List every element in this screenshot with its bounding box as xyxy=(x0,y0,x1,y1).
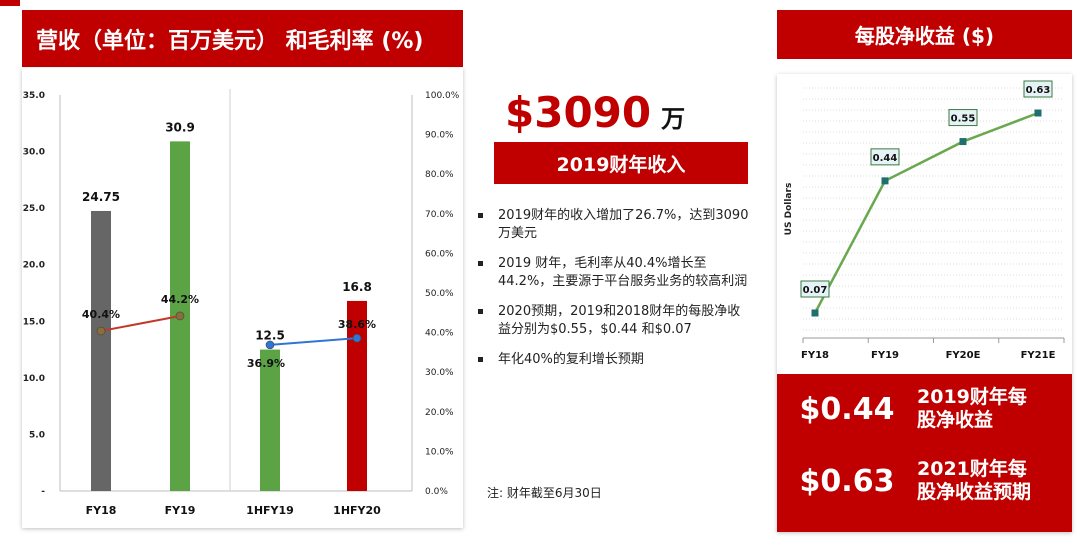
bar-value-label: 16.8 xyxy=(342,280,372,294)
y-tick-label: 25.0 xyxy=(23,204,45,214)
eps-line-chart: US Dollars 0.07 FY18 0.44 FY19 0.55 FY20E 0.63 F… xyxy=(777,74,1072,374)
list-item: 年化40%的复利增长预期 xyxy=(478,351,753,369)
y2-tick-label: 10.0% xyxy=(425,447,454,457)
y2-tick-label: 40.0% xyxy=(425,329,454,339)
eps-stat-desc-line: 2021财年每 xyxy=(917,458,1027,480)
y2-tick-label: 30.0% xyxy=(425,368,454,378)
eps-stat-description: 2019财年每 股净收益 xyxy=(917,386,1067,432)
y-tick-label: 5.0 xyxy=(29,430,45,440)
margin-line xyxy=(269,337,358,346)
revenue-margin-chart: - 5.0 10.0 15.0 20.0 25.0 30.0 35.0 0.0% 10.0% 20.… xyxy=(22,68,463,528)
bar-value-label: 30.9 xyxy=(165,120,195,134)
y-tick-label: 35.0 xyxy=(23,91,45,101)
y-tick-label: - xyxy=(41,487,45,497)
eps-panel: US Dollars 0.07 FY18 0.44 FY19 0.55 FY20E 0.63 F… xyxy=(777,74,1072,532)
list-item: 2019财年的收入增加了26.7%，达到3090万美元 xyxy=(478,207,753,243)
y-tick-label: 10.0 xyxy=(23,374,45,384)
list-item: 2019 财年，毛利率从40.4%增长至44.2%，主要源于平台服务业务的较高利… xyxy=(478,255,753,291)
bar-value-label: 12.5 xyxy=(255,329,285,343)
highlights-list: 2019财年的收入增加了26.7%，达到3090万美元 2019 财年，毛利率从… xyxy=(478,207,753,381)
bar-value-label: 24.75 xyxy=(82,190,120,204)
y-tick-label: 30.0 xyxy=(23,148,45,158)
eps-stat-fy2019: $0.44 2019财年每 股净收益 xyxy=(777,386,1072,432)
eps-value-box xyxy=(1023,80,1053,98)
y2-tick-label: 20.0% xyxy=(425,408,454,418)
eps-chart-svg: US Dollars 0.07 FY18 0.44 FY19 0.55 FY20E 0.63 F… xyxy=(784,80,1065,361)
margin-point xyxy=(352,333,362,343)
eps-value-box xyxy=(870,148,900,166)
x-tick-label: FY18 xyxy=(86,504,117,517)
fy2019-revenue-banner: 2019财年收入 xyxy=(494,142,748,184)
margin-point xyxy=(96,326,106,336)
eps-value-label: 0.44 xyxy=(873,153,898,164)
eps-line xyxy=(813,111,1039,314)
x-tick-label: 1HFY20 xyxy=(333,504,381,517)
margin-point xyxy=(175,311,185,321)
eps-stat-description: 2021财年每 股净收益预期 xyxy=(917,458,1067,504)
margin-line xyxy=(100,314,181,332)
margin-value-label: 44.2% xyxy=(161,293,199,306)
x-tick-label: FY20E xyxy=(946,350,981,361)
margin-value-label: 36.9% xyxy=(247,357,285,370)
eps-value-label: 0.07 xyxy=(803,285,828,296)
y2-tick-label: 70.0% xyxy=(425,210,454,220)
eps-stat-value: $0.63 xyxy=(799,463,895,499)
y2-tick-label: 100.0% xyxy=(425,91,460,101)
y2-tick-label: 60.0% xyxy=(425,249,454,259)
corner-accent xyxy=(0,0,20,6)
x-tick-label: FY19 xyxy=(871,350,899,361)
eps-point xyxy=(1034,109,1042,117)
eps-value-box xyxy=(948,109,978,127)
y2-tick-label: 50.0% xyxy=(425,289,454,299)
x-tick-label: FY21E xyxy=(1021,350,1056,361)
eps-chart-title: 每股净收益 ($) xyxy=(777,10,1072,59)
bar xyxy=(347,300,367,491)
footnote: 注: 财年截至6月30日 xyxy=(487,486,602,500)
headline-unit: 万 xyxy=(661,105,686,133)
x-tick-label: FY19 xyxy=(165,504,196,517)
eps-stat-desc-line: 2019财年每 xyxy=(917,386,1027,408)
eps-stat-desc-line: 股净收益预期 xyxy=(917,481,1032,503)
y2-tick-label: 80.0% xyxy=(425,170,454,180)
eps-stat-fy2021: $0.63 2021财年每 股净收益预期 xyxy=(777,458,1072,504)
eps-value-label: 0.63 xyxy=(1026,85,1051,96)
headline-revenue: $3090 万 xyxy=(505,88,685,140)
bar xyxy=(260,349,280,491)
y-axis-label: US Dollars xyxy=(784,183,794,236)
eps-stat-desc-line: 股净收益 xyxy=(917,409,994,431)
revenue-chart-svg: - 5.0 10.0 15.0 20.0 25.0 30.0 35.0 0.0% 10.0% 20.… xyxy=(23,89,460,517)
revenue-chart-title: 营收（单位：百万美元） 和毛利率 (%) xyxy=(22,10,463,67)
y-tick-label: 15.0 xyxy=(23,317,45,327)
margin-value-label: 38.6% xyxy=(338,318,376,331)
eps-value-box xyxy=(800,280,830,298)
bar xyxy=(91,210,111,491)
eps-point xyxy=(811,309,819,317)
eps-point xyxy=(959,138,967,146)
eps-point xyxy=(881,177,889,185)
headline-value: $3090 xyxy=(505,88,652,137)
y-tick-label: 20.0 xyxy=(23,261,45,271)
y2-tick-label: 90.0% xyxy=(425,131,454,141)
x-tick-label: 1HFY19 xyxy=(246,504,294,517)
margin-value-label: 40.4% xyxy=(82,308,120,321)
eps-stats-box: $0.44 2019财年每 股净收益 $0.63 2021财年每 股净收益预期 xyxy=(777,374,1072,532)
margin-point xyxy=(265,340,275,350)
eps-stat-value: $0.44 xyxy=(799,391,895,427)
eps-value-label: 0.55 xyxy=(951,114,976,125)
x-tick-label: FY18 xyxy=(801,350,829,361)
list-item: 2020预期，2019和2018财年的每股净收益分别为$0.55，$0.44 和… xyxy=(478,303,753,339)
y2-tick-label: 0.0% xyxy=(425,487,448,497)
